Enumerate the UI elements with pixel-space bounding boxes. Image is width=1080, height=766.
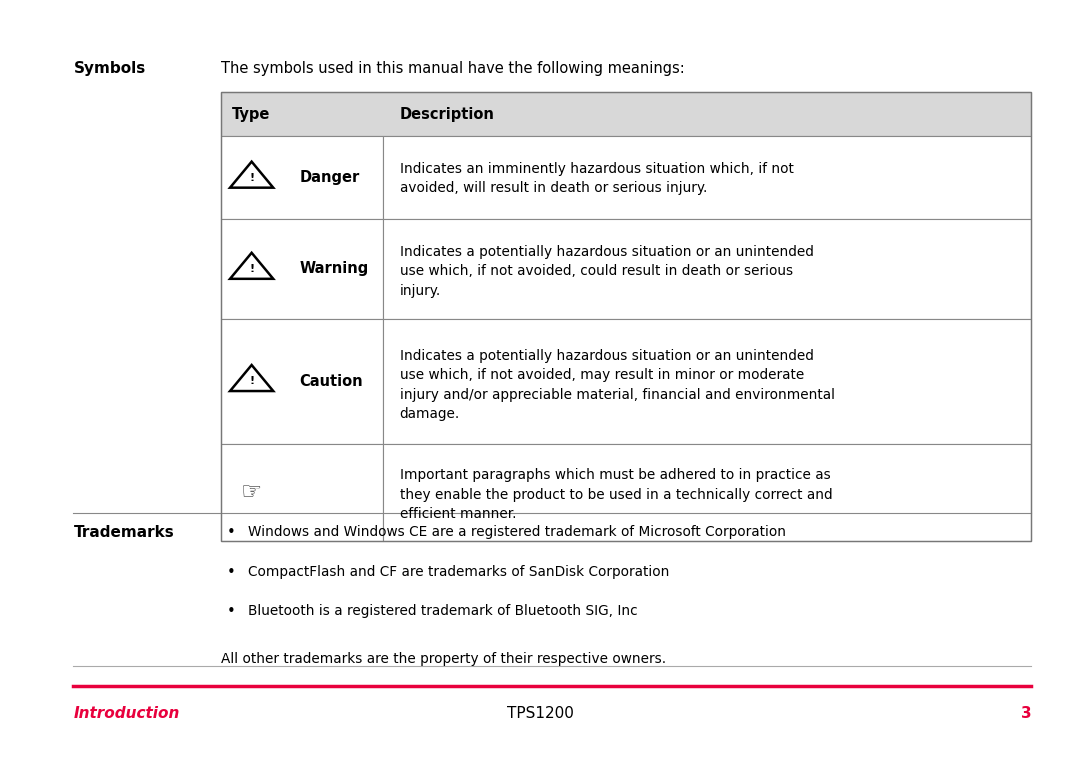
Text: ☞: ☞ [241, 480, 262, 504]
Bar [383, 319, 1031, 444]
Text: Danger: Danger [299, 170, 360, 185]
Text: CompactFlash and CF are trademarks of SanDisk Corporation: CompactFlash and CF are trademarks of Sa… [248, 565, 670, 578]
Text: •: • [227, 565, 235, 580]
Bar [383, 219, 1031, 319]
Text: All other trademarks are the property of their respective owners.: All other trademarks are the property of… [221, 652, 666, 666]
Text: 3: 3 [1021, 706, 1031, 722]
Text: Description: Description [400, 106, 495, 122]
Text: Type: Type [232, 106, 271, 122]
Text: Introduction: Introduction [73, 706, 179, 722]
Bar [221, 219, 383, 319]
Bar [221, 136, 383, 219]
Text: •: • [227, 604, 235, 620]
Text: !: ! [249, 264, 254, 274]
Text: Bluetooth is a registered trademark of Bluetooth SIG, Inc: Bluetooth is a registered trademark of B… [248, 604, 638, 618]
Text: Trademarks: Trademarks [73, 525, 174, 540]
Text: !: ! [249, 376, 254, 386]
Text: Important paragraphs which must be adhered to in practice as
they enable the pro: Important paragraphs which must be adher… [400, 468, 833, 521]
Text: Warning: Warning [299, 261, 368, 277]
Bar [221, 319, 383, 444]
Text: The symbols used in this manual have the following meanings:: The symbols used in this manual have the… [221, 61, 685, 77]
Text: TPS1200: TPS1200 [507, 706, 573, 722]
Text: Symbols: Symbols [73, 61, 146, 77]
Text: •: • [227, 525, 235, 540]
Bar [221, 92, 1031, 136]
Text: Windows and Windows CE are a registered trademark of Microsoft Corporation: Windows and Windows CE are a registered … [248, 525, 786, 538]
Text: !: ! [249, 173, 254, 183]
Bar [221, 444, 383, 541]
Text: Caution: Caution [299, 374, 363, 388]
Bar [221, 92, 1031, 541]
Text: Indicates a potentially hazardous situation or an unintended
use which, if not a: Indicates a potentially hazardous situat… [400, 244, 813, 298]
Bar [383, 136, 1031, 219]
Text: Indicates a potentially hazardous situation or an unintended
use which, if not a: Indicates a potentially hazardous situat… [400, 349, 835, 421]
Text: Indicates an imminently hazardous situation which, if not
avoided, will result i: Indicates an imminently hazardous situat… [400, 162, 794, 195]
Bar [383, 444, 1031, 541]
